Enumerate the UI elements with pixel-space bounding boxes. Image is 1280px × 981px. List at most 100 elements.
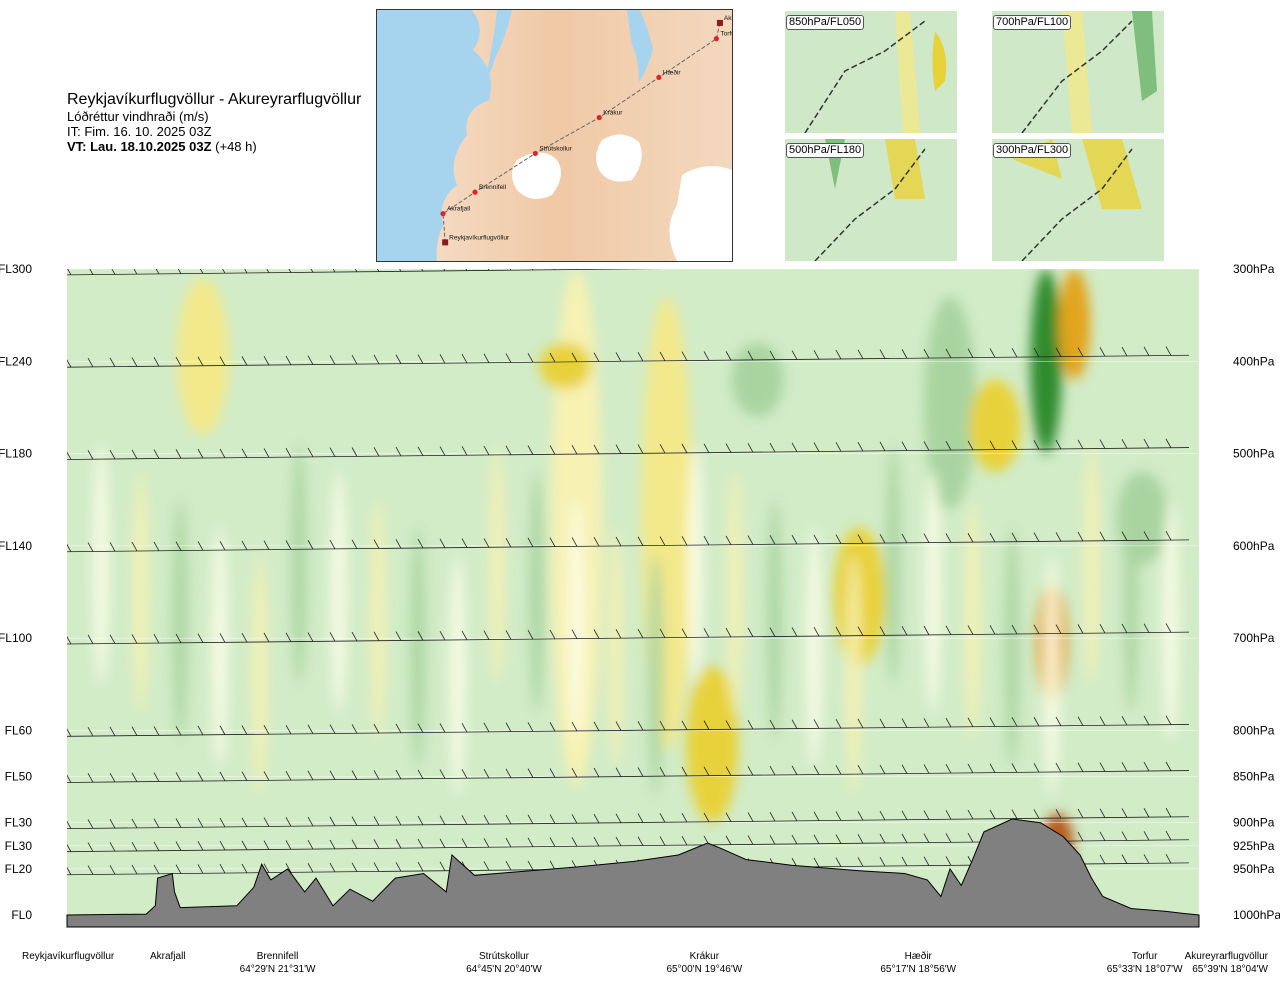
wind-barb-flag-300-1017 — [1012, 262, 1017, 265]
wind-barb-flag-500-247 — [241, 448, 248, 458]
wind-barb-flag-900-1017 — [1011, 809, 1018, 819]
wind-barb-flag-300-753 — [748, 262, 753, 268]
wind-barb-flag-950-863 — [857, 857, 864, 867]
wind-barb-flag-600-269 — [263, 540, 270, 550]
wind-barb-flag-800-313 — [307, 724, 314, 735]
wind-barb-shaft-900 — [67, 816, 1190, 830]
velocity-feature-11 — [969, 379, 1022, 473]
wind-barb-flag-300-115 — [111, 269, 116, 275]
wind-barb-flag-400-973 — [967, 348, 974, 358]
wind-barb-flag-300-71 — [67, 269, 72, 276]
wind-barb-flag-500-731 — [725, 443, 732, 453]
velocity-band-13 — [608, 527, 625, 768]
wind-barb-flag-500-863 — [857, 441, 864, 452]
wind-barb-flag-800-533 — [527, 722, 534, 732]
wind-barb-flag-500-115 — [109, 449, 116, 460]
wind-barb-flag-850-181 — [175, 772, 182, 782]
wind-barb-flag-700-555 — [549, 629, 556, 640]
wind-barb-flag-850-225 — [219, 771, 226, 782]
velocity-band-26 — [1123, 472, 1140, 712]
wind-barb-flag-850-1171 — [1165, 761, 1172, 772]
valid-time-bold: VT: Lau. 18.10.2025 03Z — [67, 139, 212, 154]
wind-barb-flag-800-247 — [241, 725, 248, 735]
wind-barb-flag-850-467 — [461, 769, 468, 779]
overview-waypoint-2 — [656, 74, 662, 81]
wind-barb-flag-900-467 — [461, 815, 468, 825]
wind-barb-flag-500-401 — [395, 446, 402, 457]
mini-map-850[interactable]: 850hPa/FL050 — [785, 11, 957, 133]
wind-barb-flag-300-1149 — [1144, 262, 1149, 264]
wind-barb-flag-700-599 — [593, 629, 600, 639]
route-overview-map[interactable]: Akureyrarflugvöllur Torfur Hæðir Krákur Strú… — [376, 9, 733, 262]
wind-barb-flag-950-335 — [329, 862, 336, 873]
wind-barb-flag-400-753 — [747, 350, 754, 361]
wind-barb-flag-300-709 — [704, 262, 709, 268]
wind-barb-flag-925-247 — [241, 840, 248, 851]
cross-section-chart[interactable]: FL300 FL240 FL180 FL140 FL100 FL60 FL50 FL30 FL3… — [0, 262, 1280, 981]
wind-barb-flag-400-445 — [439, 354, 446, 364]
wind-barb-flag-700-665 — [659, 628, 666, 638]
wind-barb-flag-300-423 — [421, 269, 424, 272]
wind-barb-flag-400-621 — [615, 352, 622, 362]
wind-barb-flag-900-709 — [703, 812, 710, 823]
wind-barb-flag-800-225 — [219, 725, 226, 735]
wind-barb-flag-925-753 — [747, 835, 754, 845]
wind-barb-shaft-600 — [67, 539, 1190, 553]
wind-barb-flag-950-1171 — [1165, 853, 1172, 864]
velocity-feature-9 — [1058, 269, 1091, 380]
wind-barb-flag-400-555 — [549, 352, 556, 363]
wind-barb-flag-700-775 — [769, 627, 776, 637]
wind-barb-flag-300-599 — [598, 269, 600, 270]
wind-barb-flag-900-225 — [219, 817, 226, 828]
wind-barb-flag-850-1017 — [1011, 763, 1018, 773]
wind-barb-flag-900-1171 — [1165, 807, 1172, 818]
wind-barb-flag-800-819 — [813, 719, 820, 729]
wind-barb-flag-850-313 — [307, 770, 314, 781]
wind-barb-flag-950-929 — [923, 856, 930, 866]
wind-barb-flag-950-269 — [263, 863, 270, 873]
wind-barb-flag-925-357 — [351, 839, 358, 849]
wind-barb-flag-700-115 — [109, 634, 116, 644]
mini-map-500[interactable]: 500hPa/FL180 — [785, 139, 957, 261]
wind-barb-flag-700-1017 — [1011, 624, 1018, 635]
wind-barb-flag-600-335 — [329, 539, 336, 550]
wind-barb-flag-700-1127 — [1121, 623, 1128, 634]
wind-barb-flag-300-137 — [133, 269, 138, 275]
wind-barb-flag-600-621 — [615, 536, 622, 547]
wind-barb-flag-900-115 — [109, 819, 116, 829]
valid-time-offset: (+48 h) — [215, 139, 257, 154]
wind-barb-flag-850-1105 — [1099, 762, 1106, 772]
velocity-feature-2 — [539, 342, 592, 389]
wind-barb-flag-400-533 — [527, 353, 534, 363]
quantity-label: Lóðréttur vindhraði (m/s) — [67, 109, 209, 124]
wind-barb-flag-400-291 — [285, 355, 292, 366]
velocity-feature-6 — [923, 296, 976, 509]
mini-map-300[interactable]: 300hPa/FL300 — [992, 139, 1164, 261]
wind-barb-flag-800-621 — [615, 721, 622, 731]
wind-barb-flag-500-71 — [67, 451, 72, 460]
wind-barb-flag-500-555 — [549, 445, 556, 455]
location-coord-7: 65°39'N 18°04'W — [1192, 964, 1268, 975]
wind-barb-flag-850-423 — [417, 769, 424, 779]
wind-barb-flag-925-731 — [725, 835, 732, 845]
wind-barb-flag-900-819 — [813, 811, 820, 821]
location-name-5: Hæðir — [905, 950, 933, 962]
hpa-tick-10: 1000hPa — [1233, 908, 1280, 922]
mini-map-700[interactable]: 700hPa/FL100 — [992, 11, 1164, 133]
wind-barb-flag-950-841 — [835, 857, 842, 867]
wind-barb-flag-850-621 — [615, 767, 622, 777]
wind-barb-flag-500-1061 — [1055, 439, 1062, 450]
fl-tick-6: FL50 — [5, 770, 33, 784]
wind-barb-flag-300-885 — [880, 262, 885, 266]
wind-barb-flag-700-445 — [439, 630, 446, 641]
wind-barb-flag-700-753 — [747, 627, 754, 638]
wind-barb-flag-300-159 — [155, 269, 160, 275]
wind-barb-flag-500-357 — [351, 447, 358, 457]
wind-barb-flag-850-753 — [747, 766, 754, 776]
wind-barb-flag-950-885 — [879, 856, 886, 867]
wind-barb-flag-400-93 — [87, 357, 94, 368]
wind-barb-flag-800-335 — [329, 724, 336, 734]
wind-barb-flag-850-555 — [549, 768, 556, 778]
wind-barb-flag-300-291 — [288, 269, 292, 273]
wind-barb-flag-850-379 — [373, 770, 380, 780]
